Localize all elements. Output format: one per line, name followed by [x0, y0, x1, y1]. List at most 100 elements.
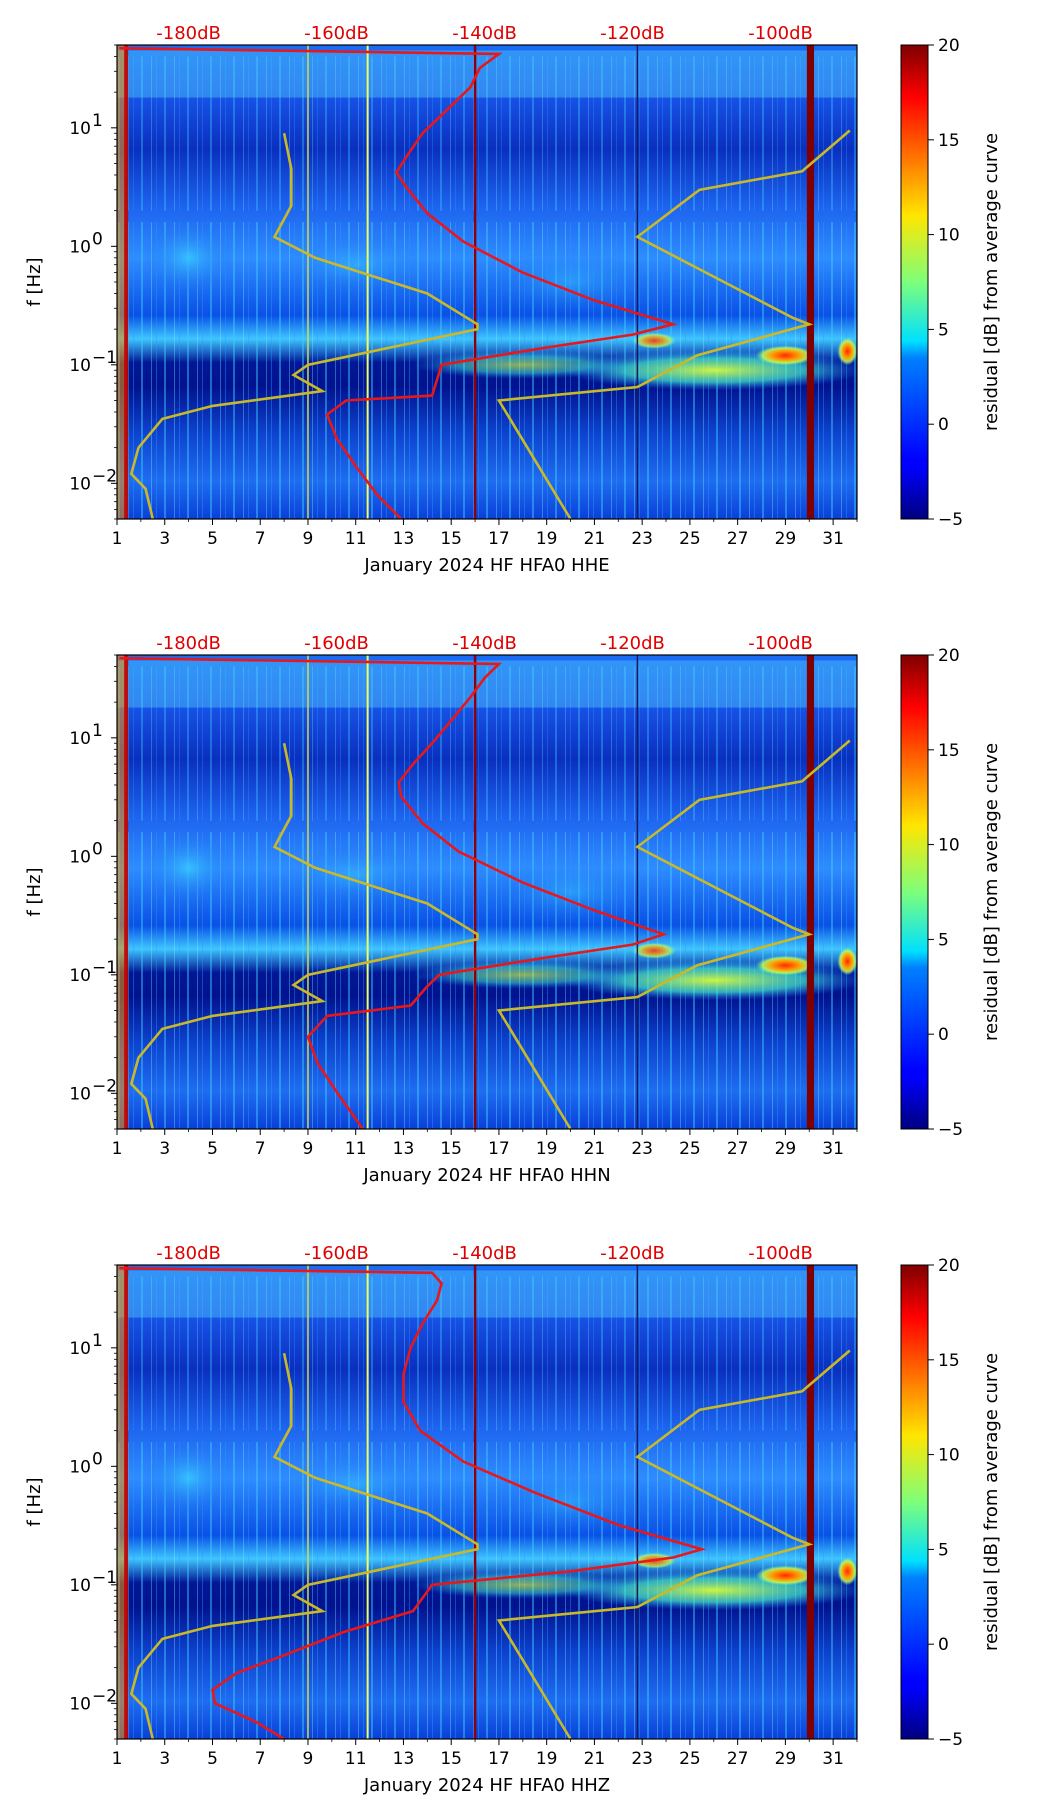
x-tick-label: 25 [679, 1749, 701, 1769]
db-scale-label: -120dB [600, 1243, 665, 1264]
x-tick-label: 27 [727, 529, 749, 549]
x-tick-label: 23 [631, 1749, 653, 1769]
y-tick-label: 10 [69, 1576, 91, 1596]
heatmap-hot-spot [755, 955, 816, 976]
x-tick-label: 23 [631, 529, 653, 549]
x-tick-label: 21 [584, 1139, 606, 1159]
x-tick-label: 29 [775, 1749, 797, 1769]
x-tick-label: 9 [303, 1749, 314, 1769]
colorbar-label: residual [dB] from average curve [981, 133, 1002, 431]
spectrogram-area [117, 45, 857, 519]
db-scale-label: -100dB [748, 23, 813, 44]
y-tick-exponent: 1 [92, 111, 103, 131]
y-tick-exponent: 0 [92, 1449, 103, 1469]
heatmap-warm-band [412, 1570, 633, 1599]
heatmap-blob [143, 1441, 234, 1514]
x-axis-label: January 2024 HF HFA0 HHN [362, 1165, 610, 1186]
heatmap-blob [490, 247, 651, 317]
heatmap-high-band [117, 660, 857, 708]
x-tick-label: 17 [488, 1749, 510, 1769]
heatmap-blob [490, 857, 651, 927]
heatmap-blob [285, 1454, 426, 1515]
colorbar-tick-label: 5 [938, 1540, 949, 1560]
colorbar-label: residual [dB] from average curve [981, 1353, 1002, 1651]
db-scale-label: -140dB [452, 1243, 517, 1264]
colorbar-tick-label: 15 [938, 741, 960, 761]
heatmap-hot-spot [755, 345, 816, 366]
x-tick-label: 29 [775, 1139, 797, 1159]
spectrogram-area [117, 655, 857, 1129]
colorbar [900, 44, 929, 520]
heatmap-warm-band [412, 350, 633, 379]
heatmap-hot-spot [755, 1565, 816, 1586]
db-scale-label: -160dB [304, 1243, 369, 1264]
heatmap-streaks-high [117, 56, 857, 211]
db-scale-label: -140dB [452, 633, 517, 654]
noise-model-curve [496, 129, 851, 519]
colorbar-label: residual [dB] from average curve [981, 743, 1002, 1041]
y-tick-label: 10 [69, 356, 91, 376]
spectrogram-area [117, 1265, 857, 1739]
y-tick-exponent: 0 [92, 839, 103, 859]
x-tick-label: 13 [393, 1749, 415, 1769]
y-tick-exponent: −2 [92, 1076, 117, 1096]
x-tick-label: 7 [255, 1749, 266, 1769]
x-tick-label: 3 [159, 529, 170, 549]
y-tick-label: 10 [69, 729, 91, 749]
x-tick-label: 5 [207, 529, 218, 549]
heatmap-warm-band [412, 960, 633, 989]
db-scale-label: -160dB [304, 633, 369, 654]
db-scale-label: -100dB [748, 633, 813, 654]
x-tick-label: 15 [440, 1749, 462, 1769]
heatmap-edge-line [124, 1265, 129, 1739]
heatmap-blob [285, 234, 426, 295]
heatmap-high-band [117, 50, 857, 98]
x-tick-label: 1 [112, 1749, 123, 1769]
y-axis-label: f [Hz] [24, 1477, 45, 1526]
x-tick-label: 7 [255, 529, 266, 549]
noise-model-curve [496, 739, 851, 1129]
y-tick-label: 10 [69, 119, 91, 139]
x-tick-label: 11 [345, 1749, 367, 1769]
colorbar-tick-label: 10 [938, 226, 960, 246]
y-tick-label: 10 [69, 237, 91, 257]
db-scale-label: -160dB [304, 23, 369, 44]
gap-band [806, 655, 815, 1129]
colorbar-tick-label: 5 [938, 320, 949, 340]
colorbar-tick-label: −5 [938, 510, 963, 530]
heatmap-hot-spot [632, 942, 677, 959]
y-tick-label: 10 [69, 847, 91, 867]
noise-model-curve [129, 133, 479, 519]
y-tick-exponent: 1 [92, 721, 103, 741]
heatmap-streaks-high [117, 666, 857, 821]
heatmap-edge [117, 655, 127, 1129]
heatmap-edge-line [124, 655, 129, 1129]
heatmap-hot-spot [837, 1557, 857, 1586]
heatmap-blob [143, 831, 234, 904]
colorbar-tick-label: 15 [938, 1351, 960, 1371]
colorbar-tick-label: 5 [938, 930, 949, 950]
x-tick-label: 3 [159, 1749, 170, 1769]
heatmap-hot-spot [837, 947, 857, 976]
average-psd-curve [119, 656, 668, 1129]
db-scale-label: -180dB [156, 23, 221, 44]
x-tick-label: 31 [822, 1749, 844, 1769]
y-tick-label: 10 [69, 1339, 91, 1359]
y-tick-exponent: 1 [92, 1331, 103, 1351]
x-axis-label: January 2024 HF HFA0 HHZ [363, 1775, 610, 1796]
y-tick-exponent: −2 [92, 1686, 117, 1706]
x-tick-label: 9 [303, 1139, 314, 1159]
x-tick-label: 21 [584, 1749, 606, 1769]
y-tick-exponent: −1 [92, 348, 117, 368]
y-tick-exponent: −2 [92, 466, 117, 486]
x-tick-label: 11 [345, 529, 367, 549]
heatmap-blob [285, 844, 426, 905]
x-tick-label: 17 [488, 1139, 510, 1159]
heatmap-edge-line [124, 45, 129, 519]
noise-model-curve [496, 1349, 851, 1739]
y-axis-label: f [Hz] [24, 257, 45, 306]
x-tick-label: 19 [536, 1139, 558, 1159]
